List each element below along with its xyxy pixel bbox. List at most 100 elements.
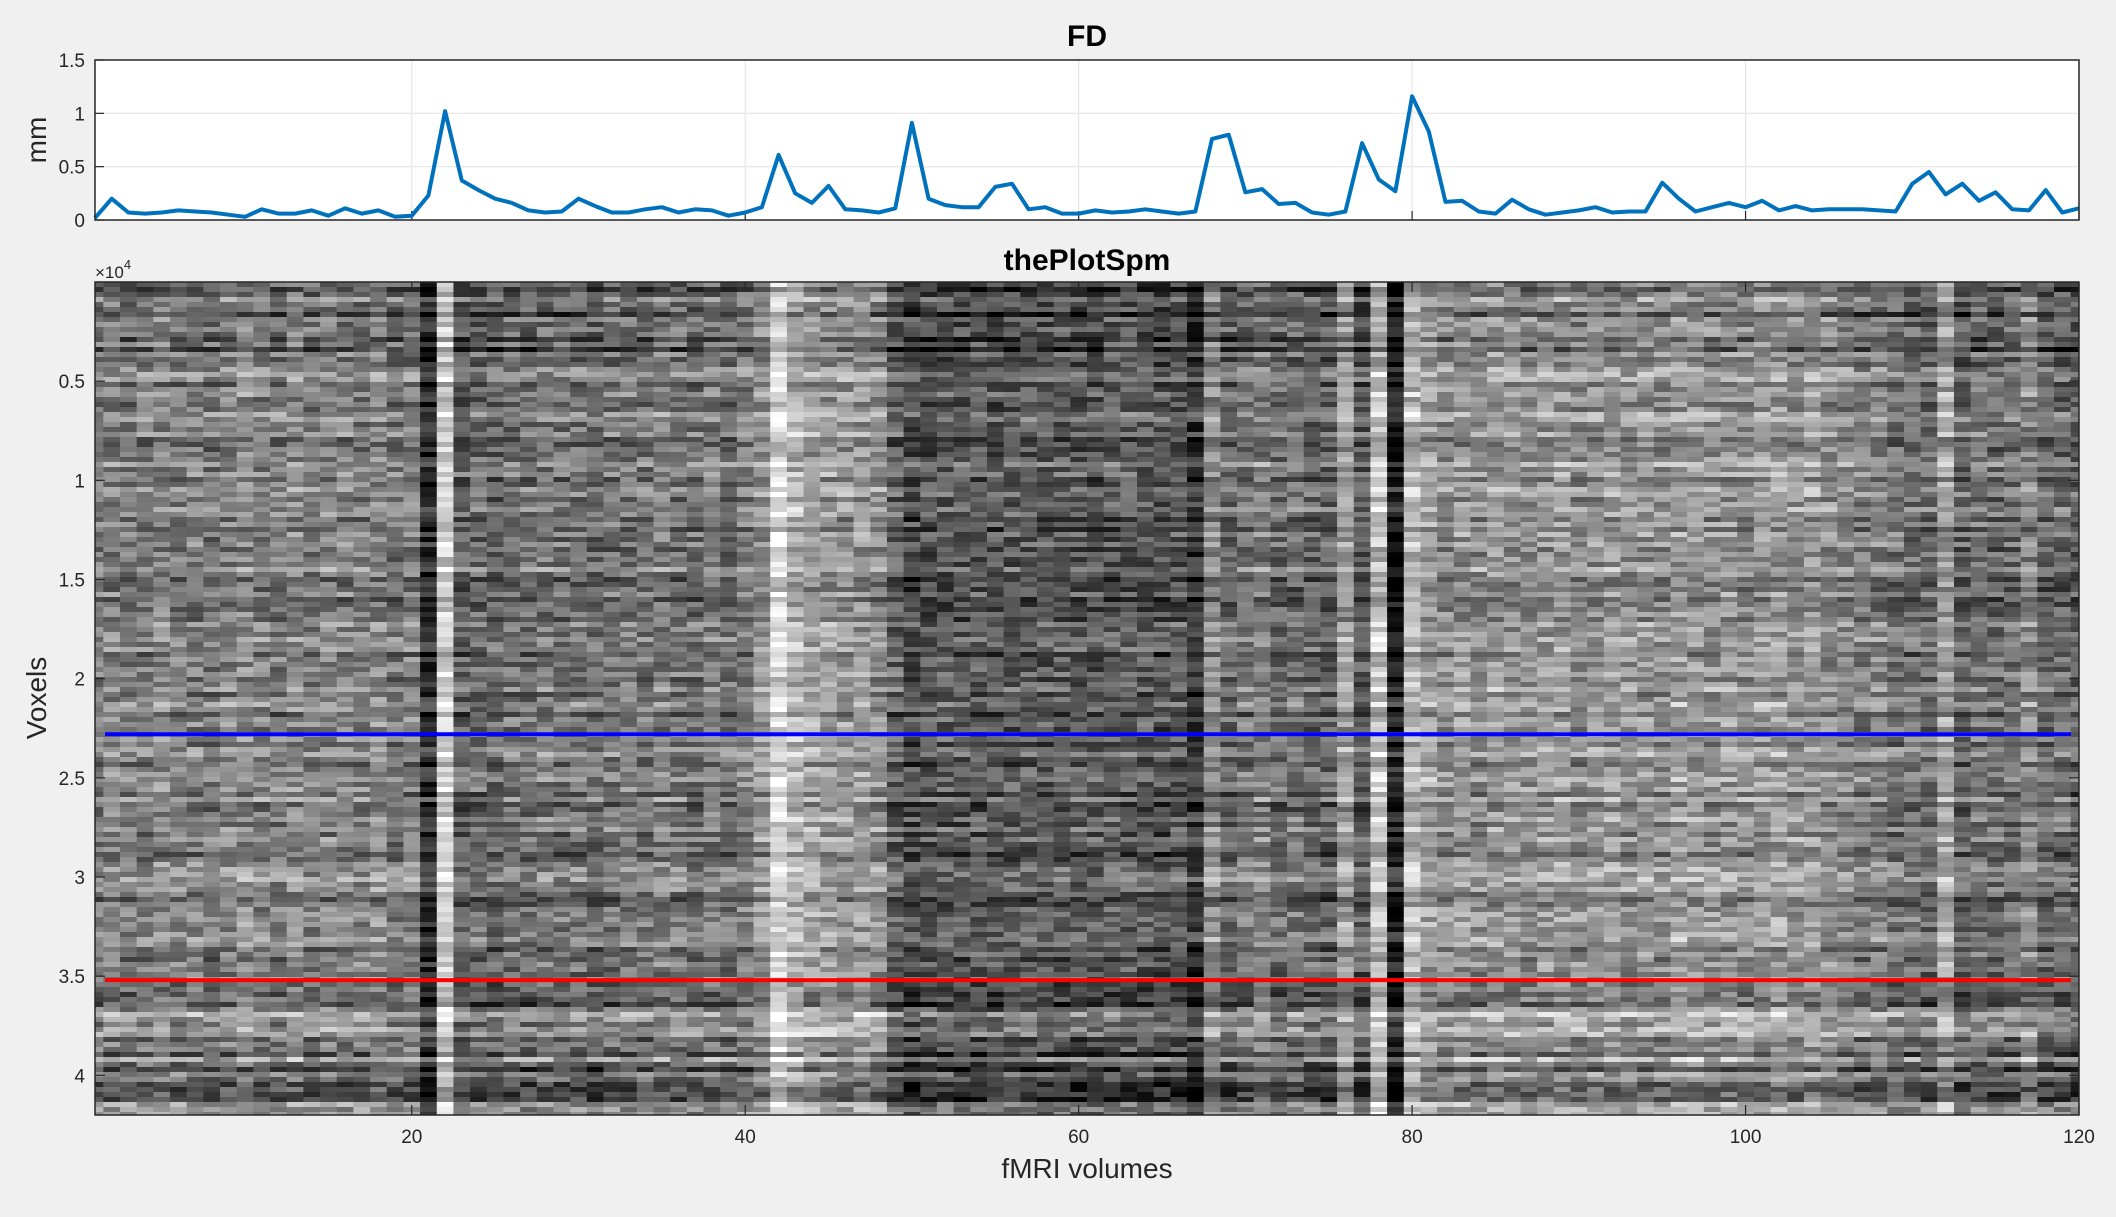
heatmap-cell: [470, 1047, 487, 1052]
heatmap-cell: [320, 862, 337, 867]
heatmap-cell: [287, 697, 304, 702]
heatmap-cell: [487, 652, 504, 657]
heatmap-cell: [570, 847, 587, 852]
heatmap-cell: [320, 357, 337, 362]
heatmap-cell: [437, 1007, 454, 1012]
heatmap-cell: [103, 592, 120, 597]
heatmap-cell: [253, 747, 270, 752]
heatmap-cell: [303, 507, 320, 512]
heatmap-cell: [137, 737, 154, 742]
heatmap-cell: [520, 1077, 537, 1082]
heatmap-cell: [470, 327, 487, 332]
heatmap-cell: [487, 422, 504, 427]
heatmap-cell: [153, 407, 170, 412]
heatmap-cell: [137, 1047, 154, 1052]
heatmap-cell: [187, 842, 204, 847]
heatmap-cell: [437, 532, 454, 537]
heatmap-cell: [320, 322, 337, 327]
heatmap-cell: [303, 907, 320, 912]
heatmap-cell: [420, 472, 437, 477]
heatmap-cell: [503, 547, 520, 552]
heatmap-cell: [170, 657, 187, 662]
heatmap-cell: [437, 352, 454, 357]
heatmap-cell: [287, 447, 304, 452]
heatmap-cell: [487, 847, 504, 852]
heatmap-cell: [203, 922, 220, 927]
heatmap-cell: [237, 937, 254, 942]
heatmap-cell: [487, 942, 504, 947]
heatmap-cell: [537, 937, 554, 942]
heatmap-cell: [120, 1077, 137, 1082]
heatmap-cell: [237, 537, 254, 542]
heatmap-cell: [370, 582, 387, 587]
heatmap-cell: [503, 497, 520, 502]
heatmap-cell: [153, 942, 170, 947]
heatmap-cell: [570, 777, 587, 782]
heatmap-cell: [437, 992, 454, 997]
heatmap-cell: [220, 452, 237, 457]
heatmap-cell: [120, 982, 137, 987]
heatmap-cell: [437, 797, 454, 802]
heatmap-cell: [353, 597, 370, 602]
heatmap-cell: [503, 1107, 520, 1112]
heatmap-cell: [337, 507, 354, 512]
heatmap-cell: [253, 692, 270, 697]
heatmap-cell: [153, 487, 170, 492]
heatmap-cell: [453, 412, 470, 417]
heatmap-cell: [153, 892, 170, 897]
heatmap-cell: [403, 432, 420, 437]
heatmap-cell: [203, 607, 220, 612]
heatmap-cell: [553, 567, 570, 572]
heatmap-cell: [137, 867, 154, 872]
heatmap-cell: [137, 822, 154, 827]
heatmap-cell: [387, 632, 404, 637]
heatmap-cell: [103, 342, 120, 347]
heatmap-cell: [470, 707, 487, 712]
heatmap-cell: [520, 942, 537, 947]
heatmap-cell: [203, 882, 220, 887]
heatmap-cell: [103, 647, 120, 652]
heatmap-cell: [453, 737, 470, 742]
heatmap-cell: [370, 287, 387, 292]
heatmap-cell: [137, 477, 154, 482]
heatmap-cell: [287, 712, 304, 717]
heatmap-cell: [120, 312, 137, 317]
heatmap-cell: [487, 372, 504, 377]
heatmap-cell: [120, 1047, 137, 1052]
heatmap-cell: [270, 772, 287, 777]
heatmap-cell: [153, 642, 170, 647]
heatmap-cell: [153, 537, 170, 542]
heatmap-cell: [553, 992, 570, 997]
heatmap-cell: [537, 332, 554, 337]
heatmap-cell: [370, 562, 387, 567]
heatmap-cell: [220, 867, 237, 872]
heatmap-cell: [103, 497, 120, 502]
heatmap-cell: [553, 407, 570, 412]
heatmap-cell: [370, 607, 387, 612]
heatmap-cell: [437, 387, 454, 392]
heatmap-cell: [137, 487, 154, 492]
heatmap-cell: [420, 792, 437, 797]
heatmap-cell: [253, 842, 270, 847]
heatmap-cell: [437, 527, 454, 532]
heatmap-cell: [487, 792, 504, 797]
heatmap-cell: [403, 812, 420, 817]
heatmap-cell: [437, 312, 454, 317]
heatmap-cell: [170, 627, 187, 632]
heatmap-cell: [137, 447, 154, 452]
heatmap-cell: [103, 1002, 120, 1007]
heatmap-cell: [353, 337, 370, 342]
heatmap-cell: [103, 532, 120, 537]
heatmap-cell: [187, 457, 204, 462]
heatmap-cell: [537, 487, 554, 492]
heatmap-cell: [220, 537, 237, 542]
heatmap-cell: [437, 862, 454, 867]
heatmap-cell: [120, 502, 137, 507]
heatmap-cell: [320, 882, 337, 887]
heatmap-cell: [453, 432, 470, 437]
heatmap-cell: [487, 312, 504, 317]
heatmap-cell: [237, 687, 254, 692]
heatmap-cell: [253, 657, 270, 662]
heatmap-cell: [303, 1007, 320, 1012]
heatmap-cell: [470, 1082, 487, 1087]
